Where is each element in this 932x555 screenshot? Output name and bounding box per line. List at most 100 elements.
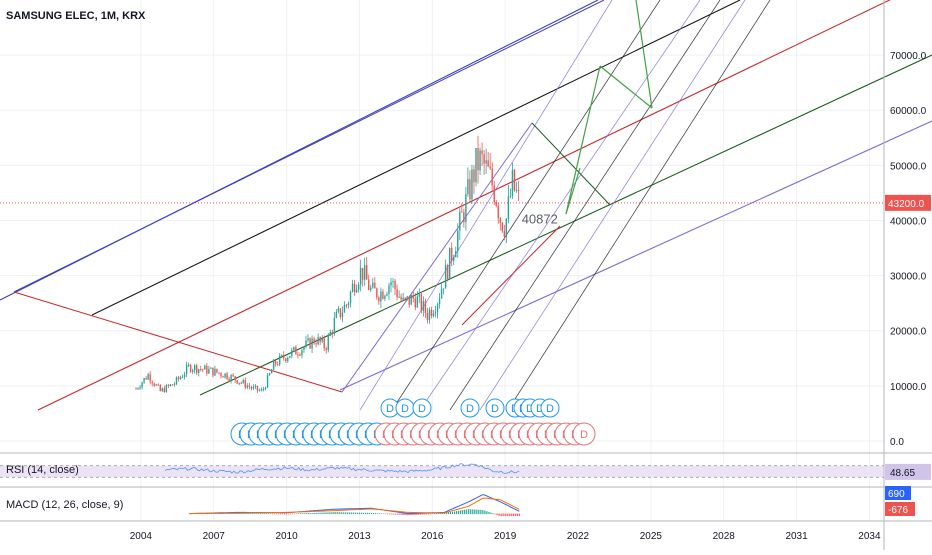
- candle-body: [222, 376, 224, 378]
- candle-body: [287, 357, 289, 362]
- macd-value-badge: [885, 486, 911, 500]
- candle-body: [143, 378, 145, 383]
- macd-histogram-bar: [397, 513, 399, 515]
- candle-body: [493, 185, 495, 203]
- macd-histogram-bar: [344, 512, 346, 515]
- candle-body: [262, 389, 265, 391]
- x-tick-label: 2031: [785, 531, 808, 542]
- macd-histogram-bar: [342, 512, 344, 515]
- macd-histogram-bar: [399, 513, 401, 515]
- macd-histogram-bar: [387, 513, 389, 515]
- candle-body: [355, 289, 358, 293]
- candle-body: [244, 380, 246, 388]
- macd-histogram-bar: [235, 513, 237, 515]
- macd-histogram-bar: [460, 510, 462, 515]
- candle-body: [495, 202, 497, 206]
- x-tick-label: 2004: [130, 531, 153, 542]
- candle-body: [384, 295, 386, 299]
- macd-histogram-bar: [478, 509, 480, 515]
- macd-histogram-bar: [334, 512, 336, 515]
- candle-body: [479, 150, 481, 171]
- dividend-icon: [540, 398, 560, 418]
- x-tick-label: 2028: [713, 531, 736, 542]
- macd-histogram-bar: [350, 512, 352, 515]
- macd-histogram-bar: [510, 513, 512, 517]
- macd-histogram-bar: [358, 512, 361, 515]
- candle-body: [448, 247, 451, 280]
- candle-body: [139, 387, 141, 389]
- steep-fork-line-0: [359, 0, 613, 411]
- candle-body: [463, 212, 465, 223]
- candle-body: [252, 386, 255, 389]
- macd-histogram-bar: [225, 513, 227, 515]
- candle-body: [477, 148, 479, 171]
- macd-histogram-bar: [340, 512, 342, 515]
- candle-body: [218, 372, 220, 374]
- candle-body: [230, 375, 232, 381]
- candle-body: [319, 337, 321, 342]
- candle-body: [165, 385, 168, 393]
- macd-histogram-bar: [455, 511, 458, 515]
- candle-body: [481, 150, 483, 155]
- candle-body: [327, 335, 329, 351]
- macd-histogram-bar: [247, 513, 249, 515]
- candle-body: [461, 211, 463, 213]
- macd-histogram-bar: [239, 513, 241, 515]
- candle-body: [317, 337, 319, 345]
- macd-histogram-bar: [502, 513, 504, 517]
- macd-histogram-bar: [447, 512, 450, 515]
- macd-histogram-bar: [300, 513, 302, 515]
- candle-body: [503, 231, 506, 237]
- macd-histogram-bar: [294, 513, 296, 515]
- macd-histogram-bar: [306, 513, 308, 515]
- projection-arrow-0: [565, 65, 601, 215]
- candle-body: [224, 373, 226, 378]
- fork-handle-top: [13, 0, 605, 293]
- macd-histogram-bar: [419, 513, 421, 515]
- last-price-label: 43200.0: [888, 199, 925, 210]
- macd-histogram-bar: [279, 513, 282, 515]
- macd-histogram-bar: [415, 513, 417, 515]
- candle-body: [408, 296, 410, 305]
- macd-histogram-bar: [488, 511, 490, 515]
- macd-histogram-bar: [296, 513, 298, 515]
- macd-histogram-bar: [255, 513, 257, 515]
- candle-body: [323, 338, 325, 349]
- x-tick-label: 2010: [275, 531, 298, 542]
- macd-histogram-bar: [261, 513, 263, 515]
- macd-histogram-bar: [308, 513, 310, 515]
- macd-pane-label: MACD (12, 26, close, 9): [6, 499, 124, 511]
- candle-body: [248, 385, 251, 388]
- candle-body: [361, 267, 364, 280]
- macd-histogram-bar: [375, 513, 377, 515]
- candle-body: [398, 296, 400, 298]
- macd-histogram-bar: [298, 513, 300, 515]
- candle-body: [274, 360, 277, 365]
- macd-histogram-bar: [518, 513, 520, 517]
- candle-body: [258, 390, 261, 392]
- candle-body: [283, 355, 285, 359]
- dividend-icon: [412, 398, 432, 418]
- macd-histogram-bar: [484, 510, 486, 515]
- candle-body: [392, 281, 394, 283]
- candle-body: [153, 383, 155, 386]
- steep-fork-line-1: [391, 0, 661, 411]
- candle-body: [511, 169, 514, 197]
- rsi-pane-label: RSI (14, close): [6, 464, 79, 476]
- macd-histogram-bar: [506, 513, 508, 517]
- macd-histogram-bar: [504, 513, 506, 517]
- candle-body: [329, 331, 331, 336]
- candle-body: [157, 384, 159, 386]
- candle-body: [297, 354, 299, 356]
- macd-histogram-bar: [423, 513, 425, 515]
- candle-body: [341, 312, 344, 318]
- candle-body: [396, 289, 398, 298]
- candle-body: [189, 364, 192, 372]
- macd-histogram-bar: [466, 509, 468, 515]
- macd-histogram-bar: [494, 513, 496, 515]
- candle-body: [315, 343, 317, 345]
- candle-body: [289, 356, 291, 358]
- macd-histogram-bar: [328, 512, 330, 515]
